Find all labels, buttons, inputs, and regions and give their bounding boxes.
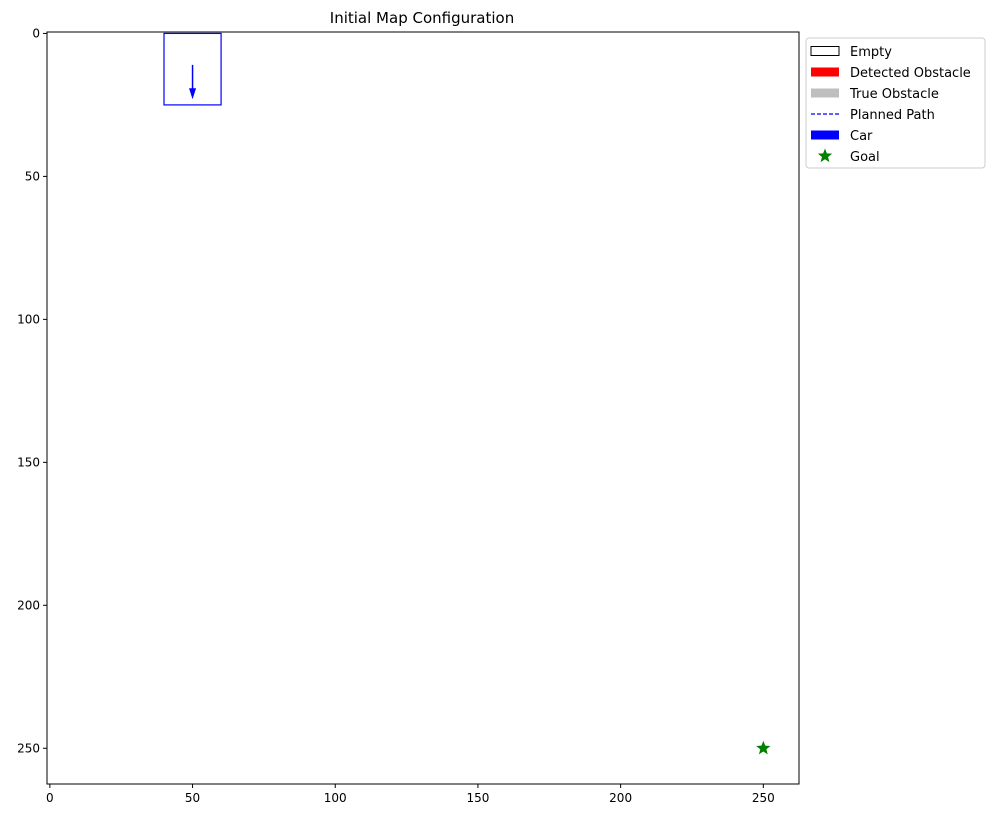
legend-label: Car: [850, 129, 873, 144]
y-tick-label: 100: [17, 312, 40, 326]
y-tick-label: 0: [32, 26, 40, 40]
x-tick-label: 0: [46, 791, 54, 805]
x-axis: 0 50 100 150 200 250: [46, 784, 775, 805]
y-tick-label: 250: [17, 741, 40, 755]
legend-handle: [811, 130, 839, 140]
legend-label: True Obstacle: [849, 87, 939, 102]
chart-title: Initial Map Configuration: [330, 9, 514, 27]
legend-handle: [811, 88, 839, 98]
legend-label: Empty: [850, 45, 892, 60]
y-tick-label: 50: [25, 169, 40, 183]
legend-label: Goal: [850, 150, 880, 165]
legend-label: Planned Path: [850, 108, 935, 123]
car-heading-arrowhead: [189, 88, 197, 100]
goal-marker: [756, 740, 771, 755]
y-tick-label: 200: [17, 598, 40, 612]
y-tick-label: 150: [17, 455, 40, 469]
legend-box: [805, 37, 986, 169]
x-tick-label: 50: [185, 791, 200, 805]
car-outline: [163, 32, 222, 106]
legend-handle: [811, 67, 839, 77]
legend: Empty Detected Obstacle True Obstacle Plann…: [805, 37, 986, 169]
x-tick-label: 200: [609, 791, 632, 805]
legend-handle: [810, 46, 840, 56]
legend-label: Detected Obstacle: [850, 66, 971, 81]
legend-handle: [817, 148, 833, 163]
x-tick-label: 150: [466, 791, 489, 805]
x-tick-label: 100: [324, 791, 347, 805]
chart-marks: [163, 32, 771, 755]
y-axis: 0 50 100 150 200 250: [17, 26, 47, 755]
x-tick-label: 250: [752, 791, 775, 805]
plot-area: [46, 31, 800, 785]
